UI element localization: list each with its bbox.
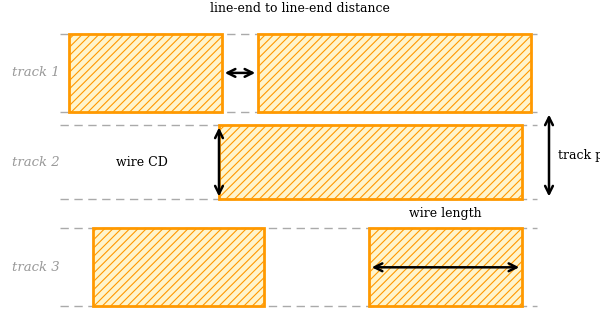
Text: wire length: wire length (409, 207, 482, 220)
Text: track pitch: track pitch (558, 149, 600, 162)
Text: line-end to line-end distance: line-end to line-end distance (210, 2, 390, 15)
Text: track 2: track 2 (13, 156, 60, 168)
Bar (93, 228, 264, 306)
Bar (369, 228, 522, 306)
Bar (219, 125, 522, 199)
Bar (69, 34, 222, 112)
Bar (258, 34, 531, 112)
Text: track 3: track 3 (13, 261, 60, 274)
Text: track 1: track 1 (13, 66, 60, 79)
Text: wire CD: wire CD (116, 156, 168, 168)
